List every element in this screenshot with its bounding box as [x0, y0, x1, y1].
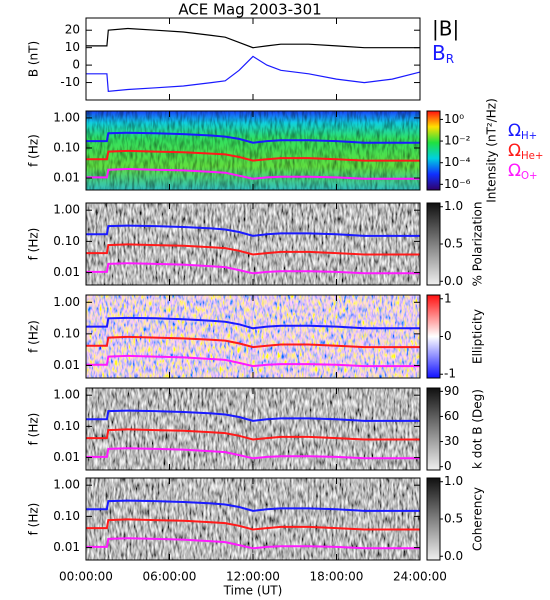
colorbar-tick-label: 60: [444, 409, 459, 423]
colorbar-tick-label: 10⁻⁶: [444, 177, 471, 191]
colorbar-label: Intensity (nT²/Hz): [485, 98, 499, 203]
colorbar-tick-label: 90: [444, 384, 459, 398]
colorbar-tick-label: 0: [444, 329, 452, 343]
colorbar-label: k dot B (Deg): [471, 389, 485, 469]
x-tick-label: 00:00:00: [59, 570, 113, 584]
colorbar: [426, 110, 441, 191]
data-line: [86, 243, 420, 256]
y-axis-label: f (Hz): [27, 413, 41, 446]
colorbar-tick-label: 1.0: [444, 199, 463, 213]
y-tick-label: 0.10: [53, 140, 80, 154]
y-axis-label: f (Hz): [27, 503, 41, 536]
y-tick-label: 0.10: [53, 326, 80, 340]
colorbar: [426, 294, 441, 379]
colorbar-tick-label: -1: [444, 367, 456, 381]
x-axis-label: Time (UT): [223, 584, 283, 598]
y-tick-label: 1.00: [53, 295, 80, 309]
data-line: [86, 428, 420, 441]
y-tick-label: 0.01: [53, 358, 80, 372]
colorbar-tick-label: 30: [444, 434, 459, 448]
y-tick-label: 0.10: [53, 509, 80, 523]
y-tick-label: 0.01: [53, 540, 80, 554]
legend-entry: ΩO+: [508, 161, 538, 182]
colorbar-label: Coherency: [471, 487, 485, 551]
plot-frame: [85, 17, 421, 101]
colorbar-label: % Polarization: [471, 202, 485, 287]
data-line: [86, 447, 420, 460]
data-line: [86, 537, 420, 550]
chart-title: ACE Mag 2003-301: [178, 1, 321, 19]
colorbar-tick-label: 0.5: [444, 237, 463, 251]
colorbar-tick-label: 0: [444, 459, 452, 473]
y-tick-label: 20: [65, 23, 80, 37]
data-line: [86, 316, 420, 330]
y-axis-label: f (Hz): [27, 320, 41, 353]
x-tick-label: 18:00:00: [310, 570, 364, 584]
data-line: [86, 518, 420, 531]
y-tick-label: 1.00: [53, 110, 80, 124]
data-line: [86, 149, 420, 162]
colorbar-tick-label: 0.0: [444, 274, 463, 288]
colorbar-tick-label: 0.5: [444, 512, 463, 526]
y-tick-label: 0.01: [53, 171, 80, 185]
x-tick-label: 06:00:00: [143, 570, 197, 584]
x-tick-label: 24:00:00: [393, 570, 447, 584]
data-line: [86, 27, 420, 49]
colorbar-tick-label: 10⁻⁴: [444, 155, 471, 169]
colorbar-label: Ellipticity: [471, 309, 485, 364]
data-line: [86, 262, 420, 275]
colorbar: [426, 387, 441, 471]
y-axis-label: f (Hz): [27, 228, 41, 261]
colorbar-tick-label: 10⁰: [444, 112, 464, 126]
y-tick-label: 1.00: [53, 478, 80, 492]
colorbar-tick-label: 1: [444, 291, 452, 305]
y-tick-label: 0.01: [53, 265, 80, 279]
y-tick-label: 0: [72, 58, 80, 72]
colorbar-tick-label: 10⁻²: [444, 134, 471, 148]
data-line: [86, 499, 420, 512]
colorbar-tick-label: 1.0: [444, 474, 463, 488]
data-line: [86, 354, 420, 368]
y-tick-label: 1.00: [53, 203, 80, 217]
legend-entry: ΩH+: [508, 121, 537, 142]
y-axis-label: f (Hz): [27, 134, 41, 167]
data-line: [86, 55, 421, 92]
data-line: [86, 131, 420, 144]
data-line: [86, 409, 420, 422]
colorbar: [426, 202, 441, 286]
data-line: [86, 167, 420, 180]
y-tick-label: 1.00: [53, 388, 80, 402]
y-tick-label: -10: [60, 75, 80, 89]
y-tick-label: 10: [65, 40, 80, 54]
legend-entry: |B|: [432, 17, 459, 41]
y-axis-label: B (nT): [27, 41, 41, 77]
legend-entry: BR: [432, 41, 454, 66]
data-line: [86, 335, 420, 349]
y-tick-label: 0.01: [53, 450, 80, 464]
legend-entry: ΩHe+: [508, 141, 543, 162]
x-tick-label: 12:00:00: [226, 570, 280, 584]
y-tick-label: 0.10: [53, 419, 80, 433]
colorbar-tick-label: 0.0: [444, 549, 463, 563]
colorbar: [426, 477, 441, 561]
y-tick-label: 0.10: [53, 234, 80, 248]
data-line: [86, 224, 420, 237]
